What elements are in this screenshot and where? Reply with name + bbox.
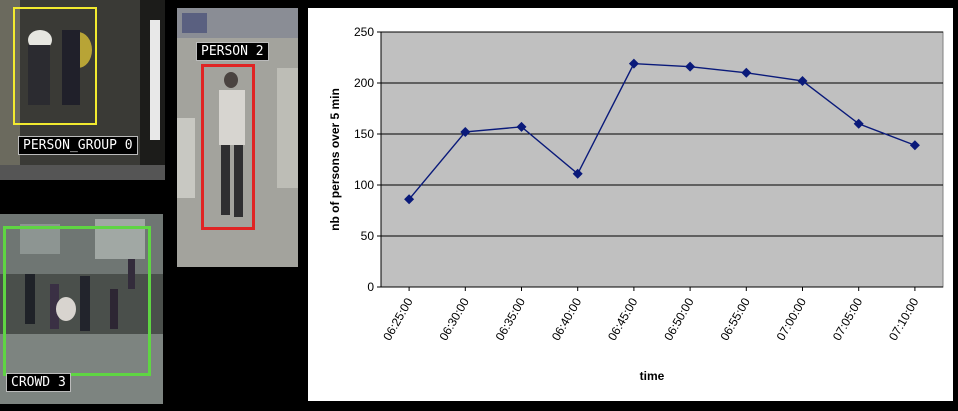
data-point-8 bbox=[853, 118, 864, 129]
data-point-0 bbox=[404, 194, 415, 205]
x-tick-label-2: 06:35:00 bbox=[493, 295, 529, 343]
person-video-panel: PERSON 2 bbox=[177, 8, 298, 267]
x-tick-label-8: 07:05:00 bbox=[830, 295, 866, 343]
data-point-4 bbox=[628, 58, 639, 69]
crowd-scene-image bbox=[0, 214, 163, 404]
data-point-6 bbox=[741, 67, 752, 78]
person-bounding-box bbox=[201, 64, 255, 230]
plot-area bbox=[380, 31, 944, 288]
data-point-7 bbox=[797, 75, 808, 86]
person-label: PERSON 2 bbox=[196, 42, 269, 61]
x-tick-label-9: 07:10:00 bbox=[886, 295, 922, 343]
crowd-video-panel: CROWD 3 bbox=[0, 214, 163, 404]
person-group-video-panel: PERSON_GROUP 0 bbox=[0, 0, 165, 180]
data-point-2 bbox=[516, 121, 527, 132]
x-tick-label-1: 06:30:00 bbox=[436, 295, 472, 343]
data-point-9 bbox=[909, 140, 920, 151]
x-axis-title: time bbox=[640, 369, 665, 383]
persons-count-chart: 0 50 100 150 200 250 06:25:00 06:30:00 06:35:00 0… bbox=[308, 8, 953, 401]
crowd-bounding-box bbox=[3, 226, 151, 376]
y-tick-label-50: 50 bbox=[361, 229, 375, 243]
y-tick-label-150: 150 bbox=[354, 127, 374, 141]
y-tick-label-250: 250 bbox=[354, 25, 374, 39]
x-tick-label-3: 06:40:00 bbox=[549, 295, 585, 343]
person-group-label: PERSON_GROUP 0 bbox=[18, 136, 138, 155]
crowd-label: CROWD 3 bbox=[6, 373, 71, 392]
data-point-3 bbox=[572, 168, 583, 179]
x-tick-label-5: 06:50:00 bbox=[661, 295, 697, 343]
x-tick-label-4: 06:45:00 bbox=[605, 295, 641, 343]
series-line-0 bbox=[408, 62, 916, 200]
y-tick-label-200: 200 bbox=[354, 76, 374, 90]
x-tick-label-6: 06:55:00 bbox=[717, 295, 753, 343]
x-tick-label-0: 06:25:00 bbox=[380, 295, 416, 343]
data-point-1 bbox=[460, 126, 471, 137]
y-tick-label-100: 100 bbox=[354, 178, 374, 192]
y-tick-label-0: 0 bbox=[367, 280, 374, 294]
x-tick-label-7: 07:00:00 bbox=[774, 295, 810, 343]
y-axis-title: nb of persons over 5 min bbox=[328, 88, 342, 231]
data-point-5 bbox=[685, 61, 696, 72]
persons-count-chart-svg: 0 50 100 150 200 250 06:25:00 06:30:00 06:35:00 0… bbox=[328, 25, 944, 383]
person-group-bounding-box bbox=[13, 7, 97, 125]
